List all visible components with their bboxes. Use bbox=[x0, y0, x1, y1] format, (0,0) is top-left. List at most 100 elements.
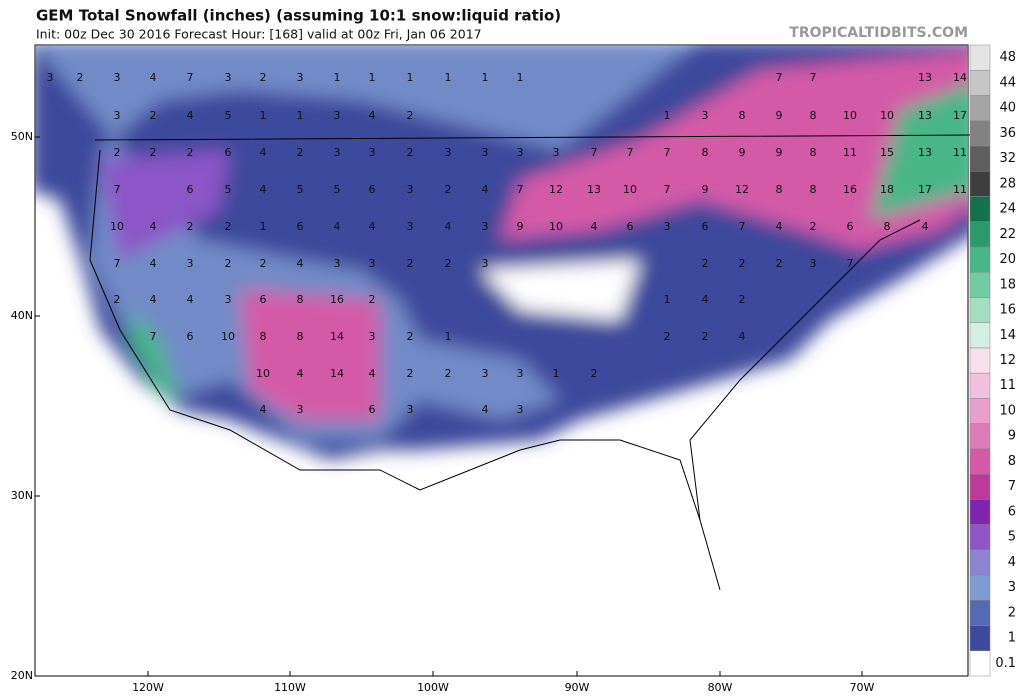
colorbar-swatch bbox=[969, 145, 991, 172]
snow-label: 4 bbox=[369, 220, 376, 233]
snow-label: 6 bbox=[627, 220, 634, 233]
snow-label: 2 bbox=[150, 146, 157, 159]
snow-label: 1 bbox=[407, 71, 414, 84]
colorbar-swatch bbox=[969, 69, 991, 96]
snow-label: 6 bbox=[369, 403, 376, 416]
colorbar-swatch bbox=[969, 549, 991, 576]
colorbar-swatch bbox=[969, 347, 991, 374]
snow-label: 4 bbox=[150, 71, 157, 84]
colorbar-swatch bbox=[969, 448, 991, 475]
snow-label: 2 bbox=[260, 257, 267, 270]
snow-label: 14 bbox=[953, 71, 967, 84]
snow-label: 3 bbox=[482, 220, 489, 233]
snow-label: 4 bbox=[334, 220, 341, 233]
colorbar-swatch bbox=[969, 574, 991, 601]
snow-label: 2 bbox=[225, 257, 232, 270]
snow-label: 4 bbox=[591, 220, 598, 233]
snow-label: 8 bbox=[776, 183, 783, 196]
colorbar-label: 6 bbox=[1008, 504, 1016, 519]
colorbar-swatch bbox=[969, 120, 991, 147]
snow-label: 3 bbox=[482, 367, 489, 380]
snow-label: 9 bbox=[739, 146, 746, 159]
snow-label: 4 bbox=[187, 293, 194, 306]
snow-label: 7 bbox=[810, 71, 817, 84]
snow-label: 2 bbox=[77, 71, 84, 84]
snow-label: 2 bbox=[702, 330, 709, 343]
snow-label: 13 bbox=[918, 71, 932, 84]
colorbar-swatch bbox=[969, 221, 991, 248]
lon-label: 80W bbox=[708, 681, 733, 694]
snow-label: 18 bbox=[880, 183, 894, 196]
colorbar-swatch bbox=[969, 625, 991, 652]
snow-label: 4 bbox=[922, 220, 929, 233]
snow-label: 7 bbox=[739, 220, 746, 233]
snow-label: 7 bbox=[847, 257, 854, 270]
snow-label: 2 bbox=[297, 146, 304, 159]
snow-label: 3 bbox=[369, 257, 376, 270]
snow-label: 4 bbox=[260, 146, 267, 159]
snow-label: 2 bbox=[369, 293, 376, 306]
snow-label: 10 bbox=[110, 220, 124, 233]
snow-label: 7 bbox=[517, 183, 524, 196]
snow-label: 3 bbox=[114, 71, 121, 84]
lat-label: 30N bbox=[11, 489, 33, 502]
snow-label: 5 bbox=[334, 183, 341, 196]
colorbar-label: 12 bbox=[999, 353, 1016, 368]
snow-label: 2 bbox=[407, 257, 414, 270]
snow-label: 3 bbox=[482, 257, 489, 270]
snow-label: 4 bbox=[297, 367, 304, 380]
snow-label: 3 bbox=[47, 71, 54, 84]
snow-label: 6 bbox=[702, 220, 709, 233]
snow-label: 7 bbox=[114, 183, 121, 196]
snow-label: 3 bbox=[517, 367, 524, 380]
snow-label: 2 bbox=[187, 146, 194, 159]
snow-label: 12 bbox=[549, 183, 563, 196]
colorbar-label: 9 bbox=[1008, 429, 1016, 444]
snow-label: 5 bbox=[297, 183, 304, 196]
snow-label: 1 bbox=[260, 109, 267, 122]
snow-label: 8 bbox=[297, 293, 304, 306]
snow-label: 4 bbox=[150, 220, 157, 233]
snow-label: 6 bbox=[297, 220, 304, 233]
colorbar-label: 16 bbox=[999, 303, 1016, 318]
colorbar-label: 3 bbox=[1008, 580, 1016, 595]
snow-label: 2 bbox=[114, 293, 121, 306]
snow-label: 8 bbox=[260, 330, 267, 343]
snow-label: 1 bbox=[517, 71, 524, 84]
snow-label: 4 bbox=[260, 183, 267, 196]
snow-label: 4 bbox=[187, 109, 194, 122]
snow-label: 12 bbox=[735, 183, 749, 196]
subtitle: Init: 00z Dec 30 2016 Forecast Hour: [16… bbox=[36, 27, 482, 42]
snow-label: 10 bbox=[549, 220, 563, 233]
colorbar-swatch bbox=[969, 398, 991, 424]
snow-label: 17 bbox=[953, 109, 967, 122]
snow-label: 7 bbox=[664, 183, 671, 196]
snow-label: 16 bbox=[843, 183, 857, 196]
snow-label: 5 bbox=[225, 109, 232, 122]
snow-field bbox=[35, 45, 968, 460]
map bbox=[34, 44, 971, 677]
snow-label: 10 bbox=[880, 109, 894, 122]
snow-label: 9 bbox=[776, 109, 783, 122]
coastline bbox=[89, 134, 971, 591]
snow-label: 2 bbox=[225, 220, 232, 233]
colorbar-label: 11 bbox=[999, 378, 1016, 393]
snow-label: 4 bbox=[369, 367, 376, 380]
colorbar-swatch bbox=[969, 524, 991, 551]
snow-label: 2 bbox=[150, 109, 157, 122]
snow-label: 7 bbox=[114, 257, 121, 270]
colorbar-label: 4 bbox=[1008, 555, 1016, 570]
snow-label: 2 bbox=[407, 109, 414, 122]
snow-label: 4 bbox=[739, 330, 746, 343]
colorbar-label: 20 bbox=[999, 252, 1016, 267]
colorbar-swatch bbox=[969, 372, 991, 399]
snow-label: 3 bbox=[187, 257, 194, 270]
snow-label: 1 bbox=[553, 367, 560, 380]
lon-label: 110W bbox=[274, 681, 306, 694]
snow-label: 8 bbox=[810, 146, 817, 159]
colorbar-label: 1 bbox=[1008, 631, 1016, 646]
colorbar-swatch bbox=[969, 473, 991, 500]
snow-label: 3 bbox=[407, 183, 414, 196]
snow-label: 2 bbox=[739, 257, 746, 270]
